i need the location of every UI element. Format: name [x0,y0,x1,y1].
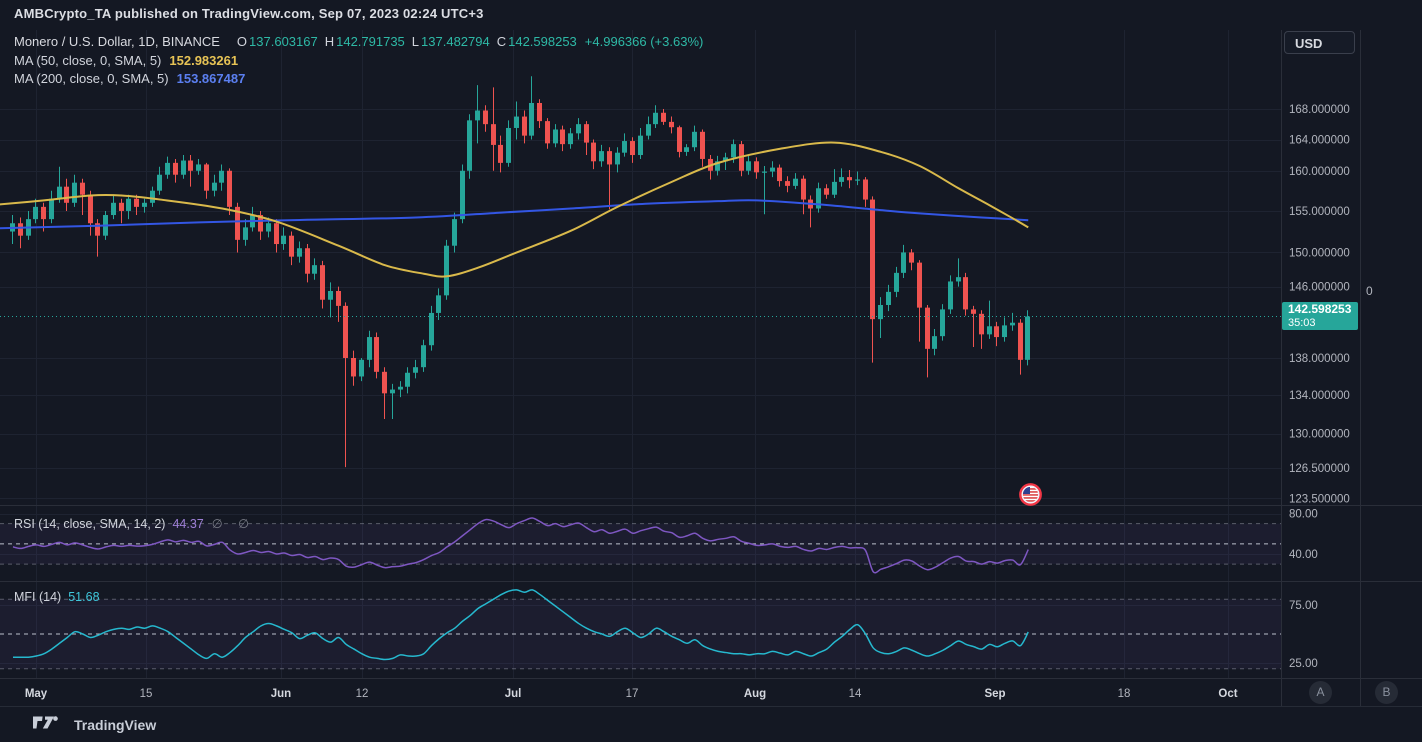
rsi-empty-values: ∅ ∅ [211,517,255,531]
svg-text:12: 12 [356,688,369,700]
high-label: H [324,34,335,49]
mfi-label: MFI (14) [14,590,62,604]
attribution-bar: AMBCrypto_TA published on TradingView.co… [0,0,1422,28]
scale-a-label: A [1316,685,1325,699]
svg-text:Aug: Aug [744,688,766,700]
ma50-legend-row[interactable]: MA (50, close, 0, SMA, 5) 152.983261 [14,52,703,71]
low-value: 137.482794 [421,34,490,49]
current-price-tag: 142.598253 35:03 [1282,302,1358,331]
mfi-value: 51.68 [68,590,100,604]
scale-b-label: B [1382,685,1391,699]
svg-text:146.000000: 146.000000 [1289,282,1350,294]
rsi-legend-row[interactable]: RSI (14, close, SMA, 14, 2) 44.37 ∅ ∅ [14,516,255,532]
svg-text:168.000000: 168.000000 [1289,104,1350,116]
time-axis-pane[interactable] [0,678,1281,706]
svg-text:150.000000: 150.000000 [1289,247,1350,259]
svg-text:14: 14 [849,688,862,700]
current-price-value: 142.598253 [1288,302,1352,317]
svg-text:80.00: 80.00 [1289,509,1318,521]
open-label: O [236,34,248,49]
currency-unit-button[interactable]: USD [1284,31,1355,54]
secondary-axis-zero-label: 0 [1366,284,1373,298]
svg-text:17: 17 [626,688,639,700]
ma50-label: MA (50, close, 0, SMA, 5) [14,52,162,68]
svg-text:Oct: Oct [1218,688,1237,700]
attribution-text: AMBCrypto_TA published on TradingView.co… [14,6,484,21]
tradingview-logo-icon[interactable] [31,714,63,736]
svg-text:75.00: 75.00 [1289,600,1318,612]
ma200-legend-row[interactable]: MA (200, close, 0, SMA, 5) 153.867487 [14,70,703,89]
tradingview-brand-text[interactable]: TradingView [74,716,157,733]
svg-text:134.000000: 134.000000 [1289,390,1350,402]
change-value: +4.996366 (+3.63%) [584,34,704,49]
currency-unit-label: USD [1295,36,1323,51]
ma50-value: 152.983261 [169,52,239,68]
price-legend: Monero / U.S. Dollar, 1D, BINANCE O 137.60… [14,33,703,89]
symbol-legend-row[interactable]: Monero / U.S. Dollar, 1D, BINANCE O 137.60… [14,33,703,52]
svg-text:164.000000: 164.000000 [1289,135,1350,147]
bar-countdown: 35:03 [1288,317,1316,330]
close-value: 142.598253 [508,34,577,49]
svg-text:15: 15 [140,688,153,700]
svg-text:130.000000: 130.000000 [1289,429,1350,441]
scale-b-button[interactable]: B [1375,681,1398,704]
svg-text:138.000000: 138.000000 [1289,353,1350,365]
symbol-title: Monero / U.S. Dollar, 1D, BINANCE [14,34,220,49]
open-value: 137.603167 [249,34,318,49]
ma200-value: 153.867487 [176,71,246,86]
economic-event-us-flag-icon[interactable] [1019,483,1042,506]
close-label: C [496,34,507,49]
rsi-value: 44.37 [172,517,204,531]
svg-text:25.00: 25.00 [1289,658,1318,670]
svg-text:18: 18 [1118,688,1131,700]
high-value: 142.791735 [336,34,405,49]
svg-text:123.500000: 123.500000 [1289,494,1350,506]
ma200-label: MA (200, close, 0, SMA, 5) [14,71,169,86]
rsi-label: RSI (14, close, SMA, 14, 2) [14,517,166,531]
svg-text:Jun: Jun [271,688,291,700]
svg-text:40.00: 40.00 [1289,549,1318,561]
mfi-legend-row[interactable]: MFI (14) 51.68 [14,589,100,605]
price-axis-pane[interactable] [1281,30,1422,678]
scale-a-button[interactable]: A [1309,681,1332,704]
low-label: L [411,34,420,49]
svg-text:May: May [25,688,48,700]
svg-text:Sep: Sep [984,688,1005,700]
footer-bar: TradingView [0,706,1422,742]
svg-text:155.000000: 155.000000 [1289,206,1350,218]
svg-text:Jul: Jul [505,688,522,700]
svg-text:160.000000: 160.000000 [1289,166,1350,178]
svg-text:126.500000: 126.500000 [1289,463,1350,475]
